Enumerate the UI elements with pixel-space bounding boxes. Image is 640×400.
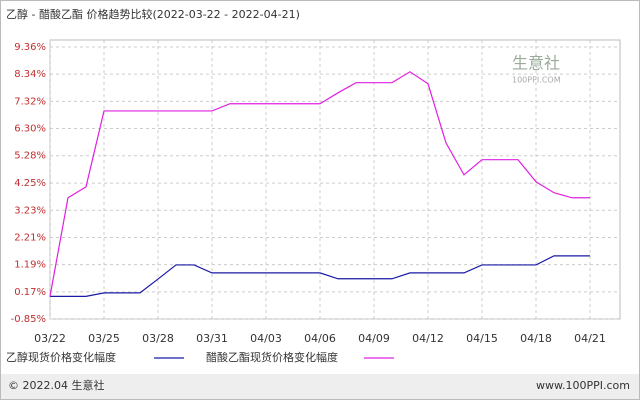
x-tick-label: 03/25 xyxy=(88,332,120,345)
y-tick-label: 8.34% xyxy=(14,69,46,80)
series-line xyxy=(49,71,590,297)
y-tick-label: 1.19% xyxy=(14,260,46,271)
x-tick-label: 04/15 xyxy=(466,332,498,345)
legend-label: 醋酸乙酯现货价格变化幅度 xyxy=(206,350,338,364)
x-tick-label: 03/28 xyxy=(142,332,174,345)
chart-title: 乙醇 - 醋酸乙酯 价格趋势比较(2022-03-22 - 2022-04-21… xyxy=(6,7,300,21)
y-tick-label: 0.17% xyxy=(14,287,46,298)
legend-label: 乙醇现货价格变化幅度 xyxy=(6,350,116,364)
watermark: 100PPI.COM xyxy=(512,76,561,85)
x-tick-label: 04/06 xyxy=(304,332,336,345)
footer-left: © 2022.04 生意社 xyxy=(8,378,104,392)
x-tick-label: 03/31 xyxy=(196,332,228,345)
y-tick-label: 3.23% xyxy=(14,205,46,216)
x-tick-label: 04/03 xyxy=(250,332,282,345)
footer-bar xyxy=(1,374,639,399)
y-tick-label: 5.28% xyxy=(14,151,46,162)
footer-right: www.100PPI.com xyxy=(536,379,630,392)
y-tick-label: 4.25% xyxy=(14,178,46,189)
watermark: 生意社 xyxy=(512,54,560,73)
y-tick-label: 9.36% xyxy=(14,42,46,53)
y-tick-label: 2.21% xyxy=(14,232,46,243)
x-tick-label: 04/18 xyxy=(520,332,552,345)
y-tick-label: 7.32% xyxy=(14,96,46,107)
y-tick-label: -0.85% xyxy=(11,314,46,325)
series-line xyxy=(50,255,590,297)
x-tick-label: 04/21 xyxy=(574,332,606,345)
y-tick-label: 6.30% xyxy=(14,124,46,135)
x-tick-label: 04/12 xyxy=(412,332,444,345)
x-tick-label: 04/09 xyxy=(358,332,390,345)
x-tick-label: 03/22 xyxy=(34,332,66,345)
